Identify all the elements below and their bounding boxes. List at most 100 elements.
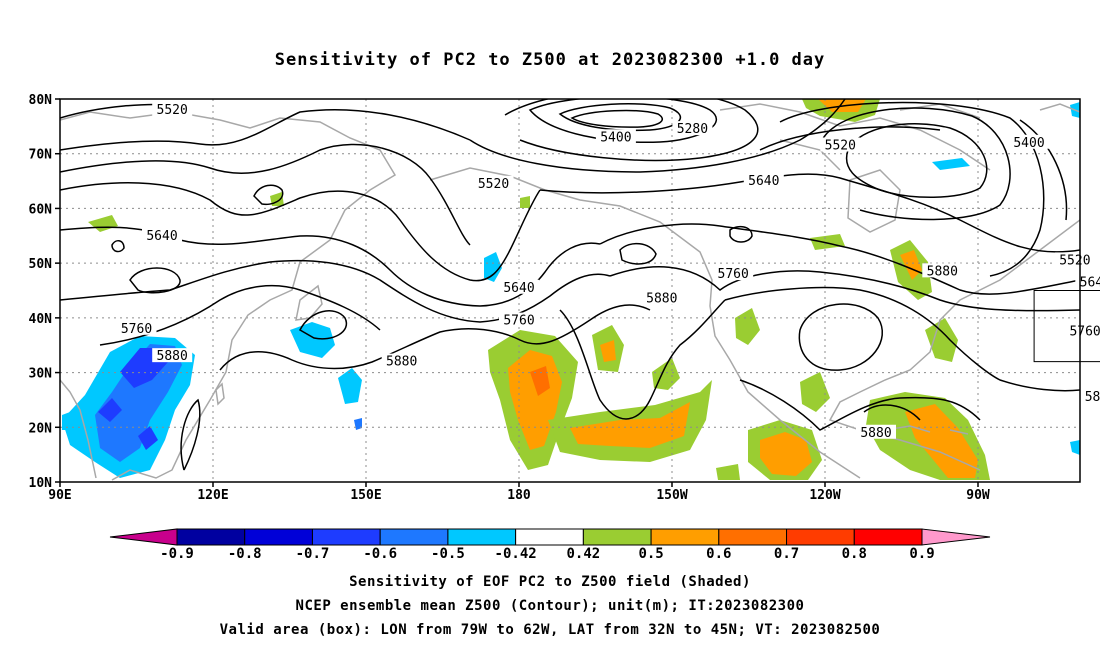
contour-line bbox=[599, 223, 1080, 295]
contour-label-bg bbox=[641, 290, 682, 305]
contour-line bbox=[729, 225, 753, 243]
colorbar-label: -0.7 bbox=[296, 546, 330, 562]
contour-label: 5400 bbox=[600, 130, 631, 145]
lat-tick-label: 80N bbox=[29, 93, 53, 108]
contour-line bbox=[739, 379, 981, 431]
contour-line bbox=[111, 240, 125, 253]
contour-label: 5880 bbox=[927, 264, 958, 279]
contour-label: 5880 bbox=[386, 355, 417, 370]
contour-line bbox=[619, 242, 657, 265]
colorbar-swatch bbox=[718, 528, 788, 546]
contour-label: 5760 bbox=[1069, 325, 1100, 340]
contour-line bbox=[180, 398, 201, 471]
contour-line bbox=[798, 303, 884, 371]
lon-tick-label: 90E bbox=[48, 488, 71, 503]
contour-label-bg bbox=[499, 312, 539, 327]
taiwan-coastline bbox=[215, 382, 225, 406]
contour-label-bg bbox=[1065, 323, 1100, 338]
contour-label-bg bbox=[1075, 274, 1100, 289]
colorbar-label: 0.9 bbox=[909, 546, 934, 562]
asia-coastline bbox=[60, 111, 397, 481]
contour-label-bg bbox=[856, 424, 896, 439]
contour-line bbox=[845, 123, 988, 199]
colorbar-swatch bbox=[379, 528, 449, 546]
colorbar-label: 0.8 bbox=[842, 546, 867, 562]
contour-line bbox=[570, 109, 663, 128]
colorbar-label: -0.42 bbox=[495, 546, 537, 562]
lon-tick-label: 150W bbox=[656, 488, 687, 503]
colorbar-label: -0.6 bbox=[363, 546, 397, 562]
contour-label-bg bbox=[743, 173, 784, 188]
colorbar-label: 0.5 bbox=[638, 546, 663, 562]
map-frame bbox=[59, 98, 1081, 483]
contour-label-bg bbox=[672, 121, 713, 136]
colorbar-swatch bbox=[311, 528, 381, 546]
footer-line-2: NCEP ensemble mean Z500 (Contour); unit(… bbox=[295, 598, 805, 614]
colorbar-swatch bbox=[447, 528, 517, 546]
colorbar-label: -0.5 bbox=[431, 546, 465, 562]
colorbar-swatch bbox=[244, 528, 313, 546]
contour-label: 5880 bbox=[157, 349, 188, 364]
contour-line bbox=[129, 267, 181, 294]
contour-label: 5400 bbox=[1013, 136, 1044, 151]
lat-tick-label: 50N bbox=[29, 257, 53, 272]
colorbar-swatch bbox=[786, 528, 855, 546]
colorbar-label: -0.9 bbox=[160, 546, 194, 562]
lat-tick-label: 70N bbox=[29, 148, 53, 163]
sensitivity-shading bbox=[62, 99, 1080, 480]
z500-contours bbox=[60, 99, 1080, 471]
contour-label: 5280 bbox=[677, 122, 708, 137]
contour-line bbox=[504, 99, 759, 162]
negative-sensitivity-region bbox=[62, 102, 1080, 478]
lat-tick-label: 20N bbox=[29, 421, 53, 436]
contour-line bbox=[60, 109, 471, 151]
contour-line bbox=[558, 102, 682, 132]
lat-tick-label: 60N bbox=[29, 202, 53, 217]
contour-line bbox=[253, 184, 284, 206]
lat-tick-label: 30N bbox=[29, 367, 53, 382]
footer-line-3: Valid area (box): LON from 79W to 62W, L… bbox=[219, 622, 881, 638]
lon-tick-label: 120E bbox=[197, 488, 228, 503]
contour-label-bg bbox=[152, 348, 193, 363]
contour-label-bg bbox=[116, 320, 157, 335]
colorbar-label: 0.6 bbox=[706, 546, 731, 562]
valid-area-box bbox=[1033, 290, 1100, 363]
colorbar-swatch bbox=[176, 528, 246, 546]
map-title: Sensitivity of PC2 to Z500 at 2023082300… bbox=[274, 50, 826, 70]
contour-line bbox=[863, 404, 921, 421]
contour-line bbox=[528, 99, 718, 143]
contour-line bbox=[99, 284, 381, 346]
hudson-bay-coastline bbox=[847, 169, 901, 233]
contour-label-bg bbox=[473, 175, 514, 190]
contour-line bbox=[219, 304, 651, 371]
colorbar-swatch bbox=[650, 528, 720, 546]
contour-line bbox=[299, 310, 348, 340]
colorbar-label: 0.42 bbox=[567, 546, 601, 562]
contour-label: 5880 bbox=[1085, 390, 1100, 405]
contour-label-bg bbox=[381, 353, 422, 368]
contour-label: 5760 bbox=[121, 322, 152, 337]
footer-line-1: Sensitivity of EOF PC2 to Z500 field (Sh… bbox=[349, 574, 751, 590]
contour-label-bg bbox=[1054, 252, 1095, 267]
contour-label: 5520 bbox=[478, 177, 509, 192]
contour-label: 5640 bbox=[503, 281, 534, 296]
contour-line bbox=[469, 99, 846, 173]
contour-label: 5520 bbox=[1059, 253, 1090, 268]
contour-label: 5640 bbox=[748, 174, 779, 189]
lon-tick-label: 150E bbox=[350, 488, 381, 503]
sensitivity-map: 5520 5400 5280 5520 5400 5520 5640 5640 5520 5640… bbox=[29, 93, 1100, 562]
contour-label-bg bbox=[499, 279, 539, 294]
colorbar-swatch bbox=[515, 528, 584, 546]
contour-label-bg bbox=[152, 101, 193, 116]
lat-tick-label: 10N bbox=[29, 476, 53, 491]
contour-label: 5760 bbox=[503, 314, 534, 329]
contour-label-bg bbox=[595, 129, 636, 144]
lon-tick-label: 90W bbox=[966, 488, 990, 503]
contour-line bbox=[60, 182, 541, 282]
contour-label-bg bbox=[922, 263, 963, 278]
contour-label: 5640 bbox=[146, 229, 177, 244]
contour-label: 5760 bbox=[718, 267, 749, 282]
colorbar-label: -0.8 bbox=[228, 546, 262, 562]
greenland-coastline bbox=[1039, 103, 1080, 113]
contour-line bbox=[539, 173, 1080, 253]
